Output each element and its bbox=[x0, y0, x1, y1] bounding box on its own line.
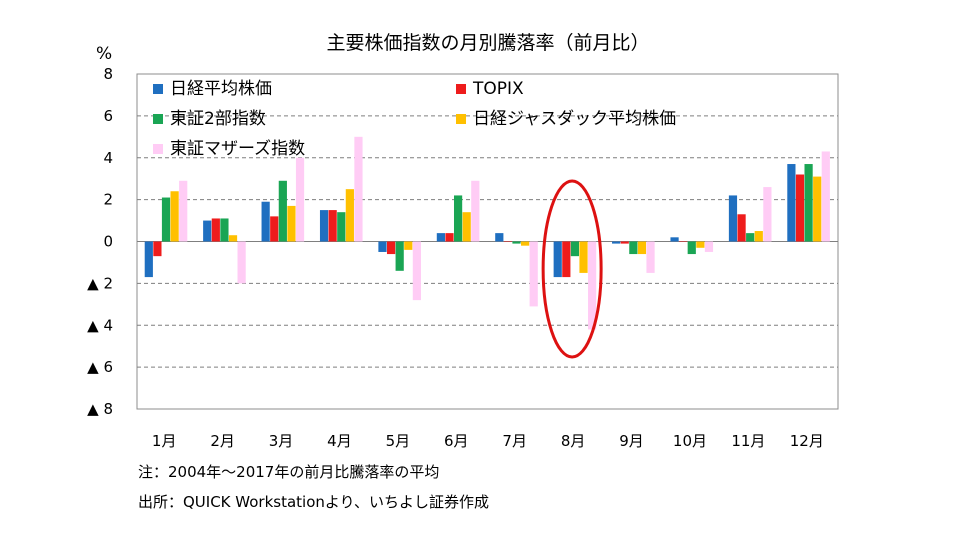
bar bbox=[436, 233, 445, 242]
y-tick-label: ▲ 6 bbox=[87, 358, 113, 376]
bar bbox=[261, 201, 270, 242]
bar bbox=[804, 164, 813, 242]
x-tick-label: 7月 bbox=[502, 432, 527, 450]
bar bbox=[737, 214, 746, 242]
bar bbox=[679, 241, 688, 242]
x-tick-label: 5月 bbox=[386, 432, 411, 450]
y-tick-label: 8 bbox=[103, 65, 113, 83]
legend-swatch bbox=[456, 84, 466, 94]
bar bbox=[211, 218, 220, 242]
bar bbox=[795, 174, 805, 242]
bar bbox=[746, 233, 755, 242]
bar bbox=[512, 241, 521, 244]
legend-swatch bbox=[456, 114, 466, 124]
bar bbox=[646, 241, 655, 273]
bar bbox=[144, 241, 153, 278]
bar bbox=[412, 241, 421, 301]
bar bbox=[612, 241, 621, 244]
bar bbox=[471, 180, 480, 242]
legend-label: 日経ジャスダック平均株価 bbox=[473, 109, 676, 129]
y-tick-label: ▲ 4 bbox=[87, 316, 113, 334]
bar bbox=[404, 241, 413, 250]
x-tick-label: 12月 bbox=[790, 432, 824, 450]
bar bbox=[354, 136, 363, 242]
bar bbox=[270, 216, 279, 242]
x-tick-label: 1月 bbox=[152, 432, 177, 450]
bar bbox=[529, 241, 538, 307]
y-tick-label: 0 bbox=[103, 233, 113, 251]
legend-swatch bbox=[153, 144, 163, 154]
bar bbox=[687, 241, 696, 255]
bar bbox=[228, 235, 238, 242]
x-tick-label: 4月 bbox=[327, 432, 352, 450]
bar bbox=[670, 237, 679, 242]
bar bbox=[728, 195, 738, 242]
bar bbox=[445, 233, 454, 242]
bar bbox=[787, 164, 796, 242]
bar bbox=[328, 210, 337, 242]
bar bbox=[562, 241, 571, 278]
x-tick-label: 2月 bbox=[210, 432, 235, 450]
x-tick-label: 6月 bbox=[444, 432, 469, 450]
bar bbox=[153, 241, 162, 257]
chart-source: 出所：QUICK Workstationより、いちよし証券作成 bbox=[138, 493, 489, 511]
bar bbox=[503, 241, 513, 242]
bar bbox=[278, 180, 287, 242]
bar bbox=[345, 189, 354, 242]
bar bbox=[579, 241, 588, 273]
bar bbox=[170, 191, 179, 242]
legend-swatch bbox=[153, 84, 163, 94]
bar bbox=[462, 212, 471, 242]
bar bbox=[203, 220, 212, 242]
bar bbox=[553, 241, 562, 278]
chart-note: 注：2004年～2017年の前月比騰落率の平均 bbox=[138, 463, 440, 481]
bar bbox=[453, 195, 463, 242]
bar bbox=[179, 180, 188, 242]
y-tick-label: 2 bbox=[103, 191, 113, 209]
bar bbox=[637, 241, 647, 255]
legend-label: 日経平均株価 bbox=[170, 79, 272, 99]
y-tick-label: ▲ 2 bbox=[87, 274, 113, 292]
legend-label: TOPIX bbox=[472, 79, 524, 99]
bar bbox=[570, 241, 580, 257]
x-tick-label: 9月 bbox=[619, 432, 644, 450]
bar bbox=[821, 151, 830, 242]
bar bbox=[763, 187, 772, 242]
bar bbox=[237, 241, 246, 284]
x-tick-label: 3月 bbox=[269, 432, 294, 450]
bar bbox=[620, 241, 629, 244]
legend-label: 東証2部指数 bbox=[170, 109, 266, 129]
bar bbox=[704, 241, 714, 252]
bar bbox=[813, 176, 822, 242]
bar bbox=[521, 241, 530, 246]
bar bbox=[588, 241, 597, 330]
bar bbox=[754, 231, 763, 242]
bar bbox=[696, 241, 705, 248]
x-tick-label: 11月 bbox=[731, 432, 765, 450]
bar bbox=[395, 241, 404, 271]
bar bbox=[378, 241, 387, 252]
bar bbox=[220, 218, 229, 242]
bar bbox=[295, 157, 305, 242]
y-tick-label: 6 bbox=[103, 107, 113, 125]
y-axis-unit: % bbox=[96, 44, 112, 64]
legend-swatch bbox=[153, 114, 163, 124]
x-tick-label: 8月 bbox=[561, 432, 586, 450]
bar bbox=[337, 212, 346, 242]
bar bbox=[287, 205, 296, 242]
chart-title: 主要株価指数の月別騰落率（前月比） bbox=[326, 32, 649, 54]
highlight-ellipse bbox=[541, 179, 603, 359]
y-tick-label: 4 bbox=[103, 149, 113, 167]
bar bbox=[319, 210, 329, 242]
bar bbox=[386, 241, 396, 255]
bar bbox=[629, 241, 638, 255]
legend-label: 東証マザーズ指数 bbox=[170, 139, 305, 159]
bar bbox=[495, 233, 504, 242]
y-tick-label: ▲ 8 bbox=[87, 400, 113, 418]
bar bbox=[161, 197, 171, 242]
x-tick-label: 10月 bbox=[673, 432, 707, 450]
